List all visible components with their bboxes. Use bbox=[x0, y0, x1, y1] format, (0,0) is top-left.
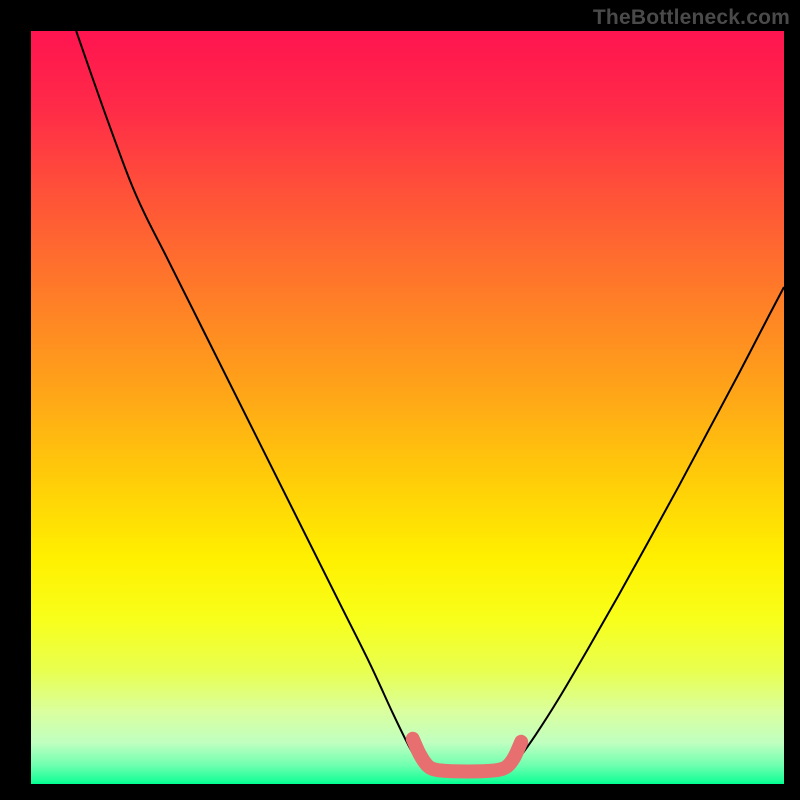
bottleneck-chart bbox=[0, 0, 800, 800]
plot-background bbox=[31, 31, 784, 784]
root-container: TheBottleneck.com bbox=[0, 0, 800, 800]
watermark-text: TheBottleneck.com bbox=[593, 6, 790, 30]
